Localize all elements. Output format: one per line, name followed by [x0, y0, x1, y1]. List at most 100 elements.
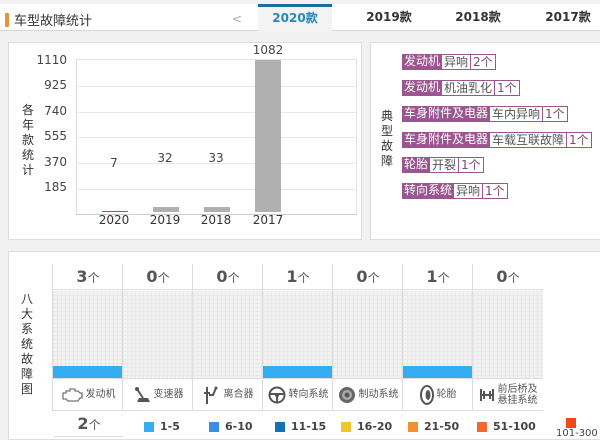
label-char: 典 — [380, 109, 393, 123]
system-grid — [193, 291, 263, 378]
label-char: 系 — [20, 322, 33, 336]
steering-wheel-icon — [268, 386, 285, 403]
ylabel-char: 款 — [21, 133, 34, 147]
system-label: 离合器 — [193, 378, 263, 411]
ylabel-char: 年 — [21, 118, 34, 132]
tab-2019[interactable]: 2019款 — [366, 10, 412, 24]
brake-disc-icon — [338, 386, 355, 403]
system-grid — [53, 291, 123, 378]
fault-system: 车身附件及电器 — [402, 132, 491, 148]
system-column-clutch[interactable]: 0个 离合器 — [192, 264, 263, 411]
system-fill-bar — [53, 366, 123, 378]
fault-system: 转向系统 — [402, 183, 455, 199]
title-box: 车型故障统计 < — [0, 4, 258, 31]
body-electrics-count: 2个 — [54, 411, 124, 437]
fault-item[interactable]: 转向系统 异响 1个 — [402, 183, 508, 199]
label-char: 障 — [380, 154, 393, 168]
fault-item[interactable]: 发动机 异响 2个 — [402, 54, 496, 70]
legend-swatch — [566, 418, 576, 428]
ylabel-char: 计 — [21, 163, 34, 177]
legend-item: 11-15 — [275, 420, 326, 433]
ytick: 740 — [44, 104, 67, 118]
gridline — [77, 137, 356, 138]
bar-2019[interactable] — [153, 207, 179, 212]
year-chart-panel: 各 年 款 统 计 1110 925 740 555 370 185 7 32 … — [8, 42, 362, 240]
gridline — [77, 112, 356, 113]
ylabel-char: 统 — [21, 148, 34, 162]
legend-item: 101-300 — [556, 418, 598, 439]
bar-2017[interactable] — [255, 60, 281, 212]
system-grid — [473, 291, 543, 378]
page-title: 车型故障统计 — [14, 14, 93, 29]
tab-2017[interactable]: 2017款 — [545, 10, 591, 24]
fault-item[interactable]: 车身附件及电器 车内异响 1个 — [402, 106, 568, 122]
tab-2018[interactable]: 2018款 — [455, 10, 501, 24]
label-char: 图 — [20, 382, 33, 396]
typical-faults-panel: 典 型 故 障 发动机 异响 2个 发动机 机油乳化 1个 车身附件及电器 车内… — [370, 42, 600, 240]
legend-swatch — [408, 421, 418, 432]
system-grid — [263, 291, 333, 378]
label-char: 型 — [380, 124, 393, 138]
bar-value-2019: 32 — [157, 151, 173, 165]
fault-system: 发动机 — [402, 80, 443, 96]
ytick: 1110 — [36, 53, 67, 67]
label-char: 八 — [20, 292, 33, 306]
system-column-axle-suspension[interactable]: 0个 前后桥及 悬挂系统 — [472, 264, 543, 411]
fault-type: 机油乳化 — [442, 80, 496, 96]
fault-item[interactable]: 车身附件及电器 车载互联故障 1个 — [402, 132, 592, 148]
system-column-steering[interactable]: 1个 转向系统 — [262, 264, 333, 411]
xtick-2020: 2020 — [98, 213, 130, 227]
bar-value-2017: 1082 — [252, 43, 284, 57]
label-char: 统 — [20, 337, 33, 351]
system-label: 变速器 — [123, 378, 193, 411]
legend-item: 6-10 — [209, 420, 253, 433]
legend-item: 51-100 — [477, 420, 536, 433]
eight-systems-panel: 八 大 系 统 故 障 图 3个 发动机 0个 变速器 0个 离合器 1个 — [8, 251, 600, 440]
legend-item: 16-20 — [341, 420, 392, 433]
label-char: 障 — [20, 367, 33, 381]
label-char: 故 — [20, 352, 33, 366]
system-count: 0个 — [193, 264, 263, 290]
fault-type: 异响 — [454, 183, 484, 199]
system-column-engine[interactable]: 3个 发动机 — [52, 264, 123, 411]
system-count: 3个 — [53, 264, 123, 290]
gridline — [77, 163, 356, 164]
bar-value-2020: 7 — [110, 156, 118, 170]
fault-system: 轮胎 — [402, 157, 431, 173]
bar-2018[interactable] — [204, 207, 230, 212]
fault-type: 开裂 — [430, 157, 460, 173]
legend-swatch — [209, 421, 219, 432]
system-count: 0个 — [123, 264, 193, 290]
axle-suspension-icon — [479, 388, 494, 401]
tab-2020[interactable]: 2020款 — [258, 4, 332, 32]
system-column-brake[interactable]: 0个 制动系统 — [332, 264, 403, 411]
fault-item[interactable]: 发动机 机油乳化 1个 — [402, 80, 520, 96]
fault-count: 1个 — [495, 80, 520, 96]
system-grid — [333, 291, 403, 378]
bar-2020[interactable] — [102, 211, 128, 212]
label-char: 故 — [380, 139, 393, 153]
gridline — [77, 86, 356, 87]
system-label: 发动机 — [53, 378, 123, 411]
header: 车型故障统计 < 2020款 2019款 2018款 2017款 — [0, 0, 600, 32]
fault-count: 1个 — [567, 132, 592, 148]
legend-item: 1-5 — [144, 420, 180, 433]
gear-shifter-icon — [134, 386, 150, 402]
system-label: 前后桥及 悬挂系统 — [473, 378, 543, 411]
fault-count: 1个 — [459, 157, 484, 173]
legend-swatch — [477, 421, 487, 432]
fault-count: 1个 — [543, 106, 568, 122]
system-grid — [123, 291, 193, 378]
system-column-transmission[interactable]: 0个 变速器 — [122, 264, 193, 411]
system-column-tire[interactable]: 1个 轮胎 — [402, 264, 473, 411]
ytick: 185 — [44, 180, 67, 194]
system-label: 制动系统 — [333, 378, 403, 411]
prev-tab-button[interactable]: < — [232, 12, 243, 26]
ytick: 370 — [44, 155, 67, 169]
xtick-2019: 2019 — [149, 213, 181, 227]
fault-item[interactable]: 轮胎 开裂 1个 — [402, 157, 484, 173]
chart-plot-area — [76, 59, 357, 215]
legend-swatch — [341, 421, 351, 432]
tire-icon — [419, 384, 434, 405]
bar-value-2018: 33 — [208, 151, 224, 165]
